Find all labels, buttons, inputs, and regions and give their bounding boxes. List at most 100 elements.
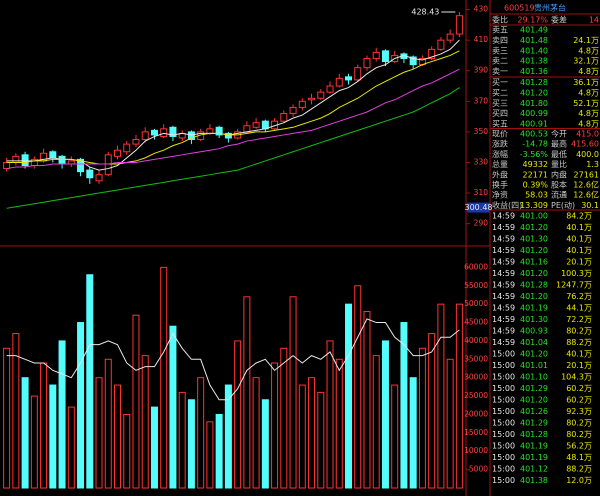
ask-volume: 24.1万 [573,36,599,45]
tick-volume: 48.1万 [566,453,592,462]
stat-label: 收益(四) [492,200,522,210]
candle-body [141,131,149,141]
stat-label: 今开 [551,129,567,139]
ask-price: 401.38 [520,57,548,66]
tick-time: 14:59 [492,246,515,255]
candle-body [243,125,251,133]
ask-price: 401.36 [520,67,548,76]
candle-body [104,154,112,176]
tick-time: 14:59 [492,338,515,347]
high-label: 428.43 [411,7,439,16]
tick-price: 401.01 [520,361,548,370]
volume-bar [104,358,112,489]
tick-price: 401.28 [520,281,548,290]
tick-price: 401.26 [520,407,548,416]
candle-body [114,149,121,157]
y-tick-label: 350 [474,127,489,136]
candle-body [160,128,168,137]
volume-bar [298,384,306,489]
volume-bar [67,406,75,489]
tick-time: 15:00 [492,373,515,382]
volume-tick-label: 40000 [464,336,488,345]
tick-price: 401.29 [520,419,548,428]
candle-body [187,131,195,141]
stat-value: 1.3 [586,160,599,169]
tick-price: 401.19 [520,442,548,451]
stat-label: 内盘 [551,169,567,179]
tick-time: 14:59 [492,327,515,336]
stock-code: 600519 [504,4,535,13]
tick-volume: 40.1万 [566,246,592,255]
volume-bar [169,325,177,489]
candle-body [437,39,445,50]
volume-bar [58,340,66,489]
tick-time: 14:59 [492,304,515,313]
volume-bar [3,347,11,489]
volume-tick-label: 30000 [464,373,488,382]
tick-price: 400.93 [520,327,548,336]
volume-bar [289,296,297,489]
tick-time: 14:59 [492,258,515,267]
volume-tick-label: 5000 [469,465,488,474]
volume-bar [252,377,260,489]
candle-body [58,155,66,165]
tick-price: 401.19 [520,304,548,313]
stat-label: 外盘 [492,169,508,179]
candle-body [428,48,436,60]
volume-bar [49,384,57,489]
candle-body [298,100,306,108]
volume-bar [326,340,334,489]
tick-volume: 76.2万 [566,292,592,301]
moving-average-line [6,39,460,171]
candle-body [280,113,288,122]
volume-bar [86,274,94,489]
tick-volume: 40.1万 [566,350,592,359]
volume-bar [400,322,408,489]
candle-body [354,67,362,81]
stat-label: 股本 [551,180,567,190]
bid-price: 400.99 [520,109,548,118]
tick-price: 401.38 [520,476,548,485]
volume-bar [150,406,158,489]
tick-time: 15:00 [492,430,515,439]
volume-bar [335,358,343,489]
volume-bar [178,391,186,489]
volume-tick-label: 20000 [464,409,488,418]
summary-label: 委比 [492,15,508,25]
volume-tick-label: 60000 [464,262,488,271]
volume-bar [455,303,463,489]
volume-tick-label: 35000 [464,354,488,363]
bid-label: 买二 [492,88,508,97]
volume-bar [77,322,85,489]
tick-time: 14:59 [492,292,515,301]
volume-bar [261,399,269,489]
tick-volume: 12.0万 [566,476,592,485]
candle-body [409,56,417,66]
tick-volume: 1247.7万 [556,281,592,290]
volume-tick-label: 10000 [464,446,488,455]
moving-average-line [6,68,460,170]
stat-label: 最高 [551,139,567,149]
volume-bar [317,391,325,489]
y-tick-label: 310 [474,188,489,197]
stat-label: 净资 [492,190,508,200]
bid-label: 买四 [492,109,508,118]
stat-value: 12.6亿 [573,190,599,200]
stat-value: 12.6亿 [573,180,599,190]
volume-bar [224,384,232,489]
stat-value: 400.0 [576,150,599,159]
bid-volume: 4.8万 [578,120,599,129]
candle-body [252,122,260,128]
stat-label: 总量 [492,159,508,169]
stat-value: 13.309 [520,201,548,210]
candle-body [169,126,177,137]
ask-label: 卖二 [492,57,508,66]
volume-tick-label: 45000 [464,318,488,327]
tick-volume: 88.2万 [566,338,592,347]
tick-time: 15:00 [492,465,515,474]
volume-bar [123,413,131,489]
candle-body [49,151,57,159]
tick-time: 15:00 [492,407,515,416]
tick-price: 401.29 [520,384,548,393]
